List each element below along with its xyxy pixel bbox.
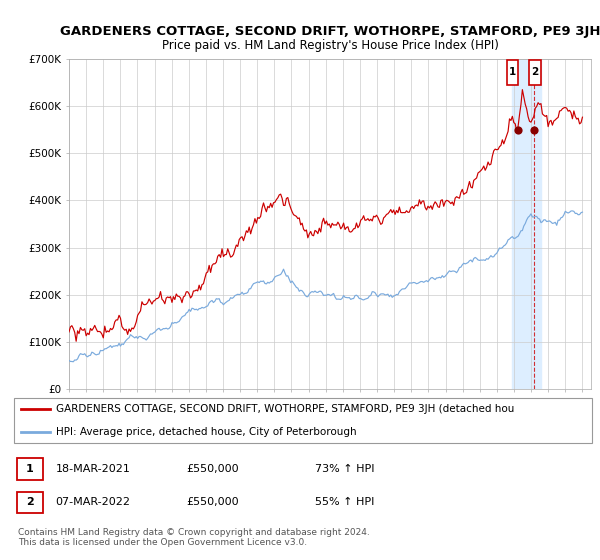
Text: 07-MAR-2022: 07-MAR-2022 (56, 497, 131, 507)
Point (529, 125, 539, 134)
Bar (506, 60, 518, 85)
Bar (529, 60, 541, 85)
Text: £550,000: £550,000 (187, 497, 239, 507)
Text: 18-MAR-2021: 18-MAR-2021 (56, 464, 131, 474)
Text: GARDENERS COTTAGE, SECOND DRIFT, WOTHORPE, STAMFORD, PE9 3JH: GARDENERS COTTAGE, SECOND DRIFT, WOTHORP… (60, 25, 600, 38)
Bar (512, 59, 541, 389)
Bar (17, 492, 43, 514)
FancyBboxPatch shape (14, 398, 592, 443)
Text: 2: 2 (26, 497, 34, 507)
Point (513, 125, 523, 134)
Text: 55% ↑ HPI: 55% ↑ HPI (314, 497, 374, 507)
Text: 73% ↑ HPI: 73% ↑ HPI (314, 464, 374, 474)
Text: 1: 1 (26, 464, 34, 474)
Text: HPI: Average price, detached house, City of Peterborough: HPI: Average price, detached house, City… (56, 427, 356, 437)
Text: 1: 1 (509, 67, 516, 77)
Text: Price paid vs. HM Land Registry's House Price Index (HPI): Price paid vs. HM Land Registry's House … (161, 39, 499, 52)
Text: £550,000: £550,000 (187, 464, 239, 474)
Text: GARDENERS COTTAGE, SECOND DRIFT, WOTHORPE, STAMFORD, PE9 3JH (detached hou: GARDENERS COTTAGE, SECOND DRIFT, WOTHORP… (56, 404, 514, 414)
Text: 2: 2 (532, 67, 539, 77)
Bar (17, 458, 43, 480)
Text: Contains HM Land Registry data © Crown copyright and database right 2024.
This d: Contains HM Land Registry data © Crown c… (18, 528, 370, 547)
